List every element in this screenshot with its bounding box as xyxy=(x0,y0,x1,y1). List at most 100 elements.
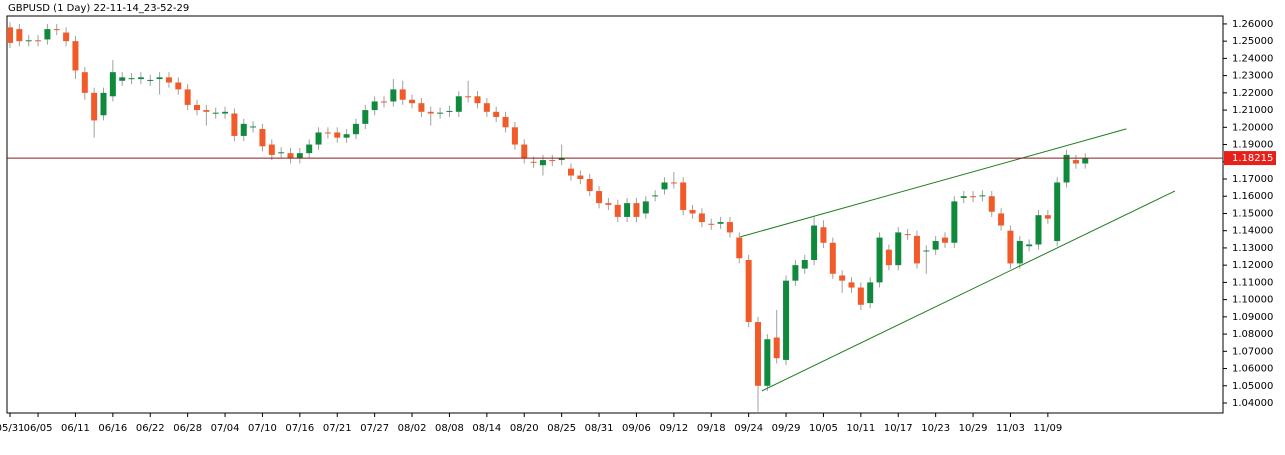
candle-body xyxy=(558,158,565,161)
candle-body xyxy=(409,99,416,104)
candle-body xyxy=(165,77,172,83)
y-tick-label: 1.22000 xyxy=(1232,88,1273,99)
y-tick-label: 1.16000 xyxy=(1232,191,1273,202)
candle-body xyxy=(352,123,359,135)
y-tick-label: 1.11000 xyxy=(1232,277,1273,288)
candle-body xyxy=(586,179,593,192)
x-tick-label: 06/28 xyxy=(173,423,202,434)
x-tick-label: 10/11 xyxy=(846,423,875,434)
candle-body xyxy=(923,250,930,252)
candle-body xyxy=(381,101,387,103)
x-tick-label: 07/21 xyxy=(323,423,352,434)
y-tick-label: 1.09000 xyxy=(1232,312,1273,323)
y-tick-label: 1.20000 xyxy=(1232,122,1273,133)
candle-body xyxy=(455,96,462,112)
x-tick-label: 10/05 xyxy=(809,423,838,434)
y-tick-label: 1.17000 xyxy=(1232,174,1273,185)
candle-body xyxy=(278,152,285,154)
y-tick-label: 1.12000 xyxy=(1232,260,1273,271)
candle-body xyxy=(324,132,331,134)
candle-body xyxy=(16,29,23,42)
x-tick-label: 08/08 xyxy=(435,423,464,434)
y-tick-label: 1.14000 xyxy=(1232,226,1273,237)
candle-body xyxy=(315,132,322,145)
candle-body xyxy=(184,89,191,105)
candle-body xyxy=(306,144,313,154)
candle-body xyxy=(474,96,481,104)
candle-body xyxy=(680,182,687,211)
candle-body xyxy=(100,92,107,116)
candle-body xyxy=(399,89,406,100)
candle-body xyxy=(642,201,649,214)
x-tick-label: 09/29 xyxy=(772,423,801,434)
x-tick-label: 11/03 xyxy=(996,423,1025,434)
y-tick-label: 1.21000 xyxy=(1232,105,1273,116)
candle-body xyxy=(577,175,584,180)
candle-body xyxy=(876,237,883,283)
candle-body xyxy=(35,40,42,42)
candle-body xyxy=(979,195,986,197)
y-tick-label: 1.15000 xyxy=(1232,208,1273,219)
y-tick-label: 1.05000 xyxy=(1232,381,1273,392)
candle-body xyxy=(605,203,612,205)
candle-body xyxy=(465,96,472,98)
x-tick-label: 05/31 xyxy=(0,423,24,434)
candle-body xyxy=(72,41,79,71)
x-tick-label: 08/20 xyxy=(510,423,539,434)
candle-body xyxy=(390,89,397,102)
candle-body xyxy=(530,161,537,163)
y-tick-label: 1.23000 xyxy=(1232,71,1273,82)
candle-body xyxy=(427,111,434,114)
candle-body xyxy=(932,241,939,250)
candle-body xyxy=(801,259,808,269)
candle-body xyxy=(820,227,827,243)
candle-body xyxy=(63,32,70,42)
candle-body xyxy=(745,259,752,323)
current-price-label: 1.18215 xyxy=(1232,153,1273,164)
candle-body xyxy=(147,79,154,81)
candle-body xyxy=(231,113,238,136)
candle-body xyxy=(1054,182,1061,242)
candle-body xyxy=(885,249,892,266)
candle-body xyxy=(698,213,705,223)
x-tick-label: 08/25 xyxy=(547,423,576,434)
candle-body xyxy=(549,160,556,162)
candle-body xyxy=(1072,160,1079,164)
x-tick-label: 09/24 xyxy=(734,423,763,434)
candle-body xyxy=(755,322,761,386)
candle-body xyxy=(511,127,518,145)
candle-body xyxy=(596,191,603,204)
x-tick-label: 08/14 xyxy=(472,423,501,434)
candle-body xyxy=(194,104,200,111)
candle-body xyxy=(1035,215,1042,245)
x-tick-label: 07/04 xyxy=(211,423,240,434)
x-tick-label: 06/16 xyxy=(98,423,127,434)
candle-body xyxy=(773,337,780,359)
candle-body xyxy=(1082,158,1089,164)
x-tick-label: 06/11 xyxy=(61,423,90,434)
x-tick-label: 08/31 xyxy=(585,423,614,434)
candle-body xyxy=(44,29,51,40)
x-tick-label: 06/22 xyxy=(136,423,165,434)
candle-body xyxy=(362,110,369,124)
candle-body xyxy=(418,103,425,112)
candle-body xyxy=(792,265,799,281)
y-tick-label: 1.13000 xyxy=(1232,243,1273,254)
candle-body xyxy=(212,112,219,114)
candle-body xyxy=(661,182,668,190)
candle-body xyxy=(998,213,1005,226)
candle-body xyxy=(960,196,967,198)
x-tick-label: 06/05 xyxy=(24,423,53,434)
x-tick-label: 07/10 xyxy=(248,423,277,434)
candle-body xyxy=(287,153,294,159)
candle-body xyxy=(446,110,453,112)
candle-body xyxy=(483,103,490,112)
candle-body xyxy=(222,111,229,114)
candle-body xyxy=(614,204,621,217)
x-tick-label: 10/23 xyxy=(921,423,950,434)
y-tick-label: 1.04000 xyxy=(1232,398,1273,409)
candle-body xyxy=(726,222,733,233)
candle-body xyxy=(539,160,546,166)
candle-body xyxy=(839,275,846,281)
x-tick-label: 10/29 xyxy=(959,423,988,434)
